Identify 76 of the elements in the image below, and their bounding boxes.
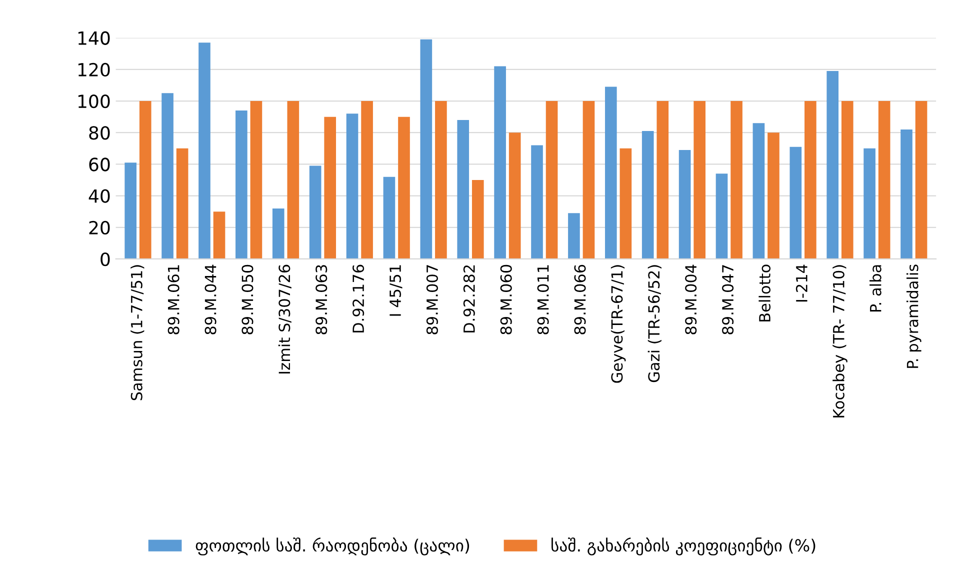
x-tick-label: P. pyramidalis	[906, 264, 922, 368]
bar	[361, 101, 373, 259]
bar	[398, 116, 410, 259]
bar	[472, 180, 484, 259]
bar	[804, 101, 816, 259]
bar	[768, 132, 780, 259]
x-tick-label: I 45/51	[390, 265, 402, 316]
bar	[309, 166, 322, 259]
bar	[508, 132, 521, 259]
x-tick-label: Gazi (TR-56/52)	[648, 265, 662, 382]
bar	[272, 208, 284, 259]
bar	[250, 101, 262, 259]
bar	[752, 123, 765, 259]
x-tick-label: I-214	[796, 264, 808, 302]
bar	[582, 101, 595, 259]
x-tick-label: D.92.176	[352, 264, 364, 332]
bar	[139, 101, 152, 259]
y-tick-label: 60	[89, 158, 110, 172]
bar	[864, 148, 876, 259]
x-tick-label: 89.M.061	[168, 265, 180, 334]
bar	[604, 86, 617, 259]
legend-label: ფოთლის საშ. რაოდენობა (ცალი)	[196, 537, 470, 556]
bar	[435, 101, 447, 259]
legend-label: საშ. გახარების კოეფიციენტი (%)	[552, 537, 816, 556]
bar	[124, 162, 136, 259]
bar	[494, 66, 506, 259]
y-tick-label: 120	[78, 62, 110, 77]
bar	[162, 93, 174, 259]
y-tick-label: 40	[88, 189, 110, 203]
x-tick-label: D.92.282	[463, 265, 475, 332]
bar	[568, 213, 580, 259]
x-tick-label: 89.M.060	[500, 264, 512, 334]
x-tick-label: Izmit S/307/26	[278, 264, 292, 374]
x-tick-label: 89.M.007	[426, 265, 438, 334]
bar	[236, 110, 248, 259]
y-tick-label: 80	[89, 126, 110, 140]
bar	[531, 145, 543, 259]
bar	[790, 146, 802, 259]
bar	[213, 212, 226, 259]
bar	[383, 176, 396, 259]
bar	[620, 148, 632, 259]
bar	[878, 101, 890, 259]
x-tick-label: Samsun (1-77/51)	[130, 265, 144, 400]
bar	[900, 129, 912, 259]
x-tick-label: 89.M.063	[316, 265, 328, 334]
bar	[176, 148, 188, 259]
x-tick-label: P. alba	[870, 265, 882, 312]
bar	[346, 114, 358, 259]
bar	[642, 131, 654, 259]
bar	[656, 101, 669, 259]
y-tick-label: 100	[78, 94, 110, 108]
bar	[730, 101, 742, 259]
bar	[287, 101, 300, 259]
x-tick-label: Kocabey (TR- 77/10)	[832, 265, 848, 418]
y-tick-label: 140	[78, 31, 110, 45]
bar	[826, 71, 839, 259]
bar	[420, 39, 432, 259]
y-tick-label: 20	[89, 220, 110, 235]
x-tick-label: Bellotto	[758, 264, 771, 322]
bar	[324, 116, 336, 259]
x-tick-label: 89.M.004	[685, 264, 697, 334]
bar	[915, 101, 928, 259]
x-tick-label: 89.M.066	[574, 264, 586, 334]
bar	[716, 174, 728, 259]
bar	[678, 150, 691, 259]
bar	[841, 101, 854, 259]
x-tick-label: Geyve(TR-67/1)	[610, 265, 626, 383]
x-tick-label: 89.M.050	[242, 264, 254, 334]
bar	[694, 101, 706, 259]
y-tick-label: 0	[100, 252, 110, 266]
x-tick-label: 89.M.044	[204, 264, 216, 334]
bar	[546, 101, 558, 259]
x-tick-label: 89.M.047	[722, 265, 734, 334]
bar	[198, 42, 210, 259]
x-tick-label: 89.M.011	[537, 265, 549, 334]
bar	[457, 120, 470, 259]
